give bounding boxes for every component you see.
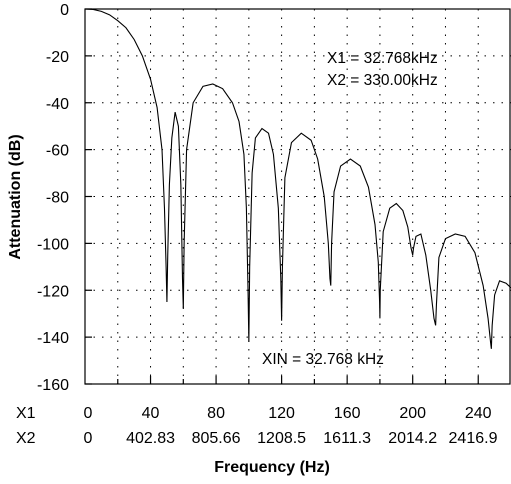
x-tick-label-x2-2: 805.66 xyxy=(192,430,241,447)
x-tick-label-x2-3: 1208.5 xyxy=(257,430,306,447)
y-tick-label-7: -140 xyxy=(37,330,69,347)
x-tick-label-x2-1: 402.83 xyxy=(126,430,175,447)
x-tick-label-x1-5: 200 xyxy=(399,405,426,422)
x-tick-labels: X1 0 40 80 120 160 200 240 X2 0 402.83 805.66 1208.5… xyxy=(16,405,498,447)
y-tick-label-4: -80 xyxy=(46,190,69,207)
x-row-name-x1: X1 xyxy=(16,405,36,422)
y-tick-label-2: -40 xyxy=(46,96,69,113)
y-tick-label-0: 0 xyxy=(60,2,69,19)
x-tick-label-x2-0: 0 xyxy=(84,430,93,447)
y-tick-label-3: -60 xyxy=(46,143,69,160)
attenuation-curve xyxy=(84,8,511,349)
x-tick-label-x1-3: 120 xyxy=(268,405,295,422)
annotation-x1: X1 = 32.768kHz xyxy=(327,50,438,67)
x-tick-label-x2-5: 2014.2 xyxy=(388,430,437,447)
axis-ticks xyxy=(85,8,479,385)
grid xyxy=(85,9,511,384)
y-tick-label-1: -20 xyxy=(46,49,69,66)
x-axis-label: Frequency (Hz) xyxy=(214,459,330,476)
x-tick-label-x1-4: 160 xyxy=(334,405,361,422)
annotation-x2: X2 = 330.00kHz xyxy=(327,72,438,89)
y-tick-label-8: -160 xyxy=(37,377,69,394)
x-tick-label-x2-6: 2416.9 xyxy=(449,430,498,447)
x-tick-label-x1-1: 40 xyxy=(142,405,160,422)
y-tick-label-5: -100 xyxy=(37,236,69,253)
y-tick-label-6: -120 xyxy=(37,283,69,300)
x-tick-label-x1-2: 80 xyxy=(207,405,225,422)
annotation-xin: XIN = 32.768 kHz xyxy=(262,351,384,368)
y-axis-label: Attenuation (dB) xyxy=(7,134,24,259)
x-tick-label-x1-0: 0 xyxy=(84,405,93,422)
x-row-name-x2: X2 xyxy=(16,430,36,447)
y-tick-labels: 0 -20 -40 -60 -80 -100 -120 -140 -160 xyxy=(37,2,69,394)
x-tick-label-x2-4: 1611.3 xyxy=(323,430,371,447)
x-tick-label-x1-6: 240 xyxy=(465,405,492,422)
